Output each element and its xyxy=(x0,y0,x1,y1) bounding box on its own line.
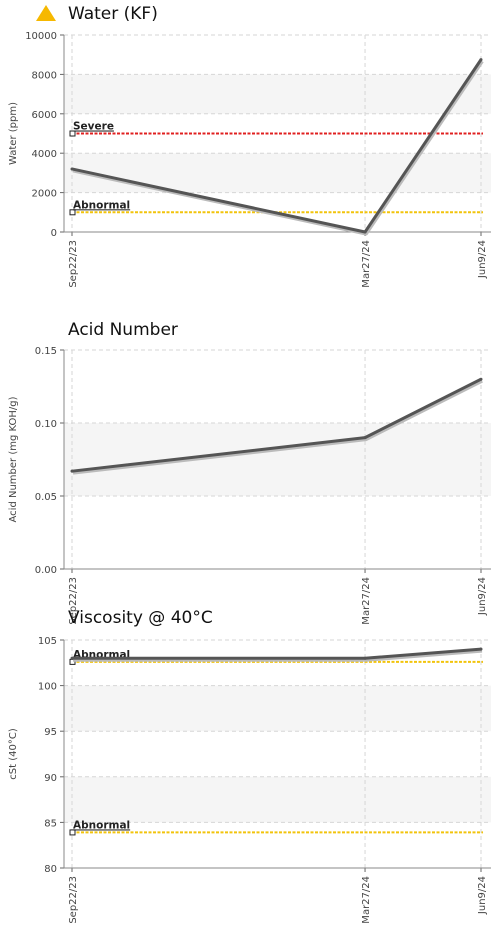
water-y-tick-label: 2000 xyxy=(32,189,57,200)
viscosity-x-tick-label: Sep22/23 xyxy=(68,876,79,924)
acid-number-y-tick-label: 0.10 xyxy=(35,419,57,430)
water-y-tick-label: 6000 xyxy=(32,110,57,121)
water-y-tick-label: 4000 xyxy=(32,149,57,160)
water-y-tick-label: 10000 xyxy=(25,31,57,42)
water-chart-title: Water (KF) xyxy=(68,4,158,24)
viscosity-chart-panel: Viscosity @ 40°C 80 85 90 95 100 105 Sep22/23 M… xyxy=(0,606,495,929)
viscosity-grid-band xyxy=(64,776,491,823)
acid-number-y-tick-label: 0.05 xyxy=(35,492,57,503)
acid-number-chart-title: Acid Number xyxy=(68,320,178,340)
water-threshold-marker xyxy=(69,130,76,137)
water-y-tick-label: 8000 xyxy=(32,70,57,81)
acid-number-data-point xyxy=(479,377,483,381)
water-data-point xyxy=(70,167,74,171)
acid-number-y-tick-label: 0.00 xyxy=(35,565,57,576)
viscosity-y-tick-label: 80 xyxy=(44,864,57,875)
acid-number-y-axis-label: Acid Number (mg KOH/g) xyxy=(8,396,19,522)
acid-number-x-tick-label: Mar27/24 xyxy=(361,577,372,625)
viscosity-y-tick-label: 100 xyxy=(38,682,57,693)
viscosity-grid-band xyxy=(64,685,491,732)
viscosity-threshold-marker xyxy=(69,829,76,836)
viscosity-x-tick-label: Jun9/24 xyxy=(477,876,488,915)
acid-number-x-tick-label: Sep22/23 xyxy=(68,577,79,625)
water-grid-band xyxy=(64,74,491,114)
viscosity-y-tick-label: 105 xyxy=(38,636,57,647)
viscosity-data-point xyxy=(479,647,483,651)
viscosity-threshold-abnormal-label: Abnormal xyxy=(73,819,130,831)
water-y-axis-label: Water (ppm) xyxy=(8,102,19,165)
water-threshold-abnormal-label: Abnormal xyxy=(73,199,130,211)
viscosity-data-point xyxy=(70,656,74,660)
acid-number-chart-panel: Acid Number 0.00 0.05 0.10 0.15 Sep22/23 Mar2… xyxy=(0,318,495,625)
acid-number-data-point xyxy=(70,469,74,473)
water-x-tick-label: Jun9/24 xyxy=(477,240,488,279)
water-chart-panel: Water (KF) 0 2000 4000 6000 8000 10000 Sep22/2… xyxy=(0,0,495,295)
viscosity-x-tick-label: Mar27/24 xyxy=(361,876,372,924)
water-chart: 0 2000 4000 6000 8000 10000 Sep22/23 Mar27/24 Ju… xyxy=(8,31,491,288)
acid-number-x-tick-label: Jun9/24 xyxy=(477,577,488,616)
viscosity-y-tick-label: 85 xyxy=(44,818,57,829)
viscosity-y-tick-label: 95 xyxy=(44,727,57,738)
viscosity-data-point xyxy=(363,656,367,660)
acid-number-y-tick-label: 0.15 xyxy=(35,346,57,357)
water-y-tick-label: 0 xyxy=(51,228,57,239)
water-grid-band xyxy=(64,153,491,193)
acid-number-series-shadow xyxy=(72,378,483,475)
viscosity-chart-title: Viscosity @ 40°C xyxy=(68,608,213,628)
viscosity-y-axis-label: cSt (40°C) xyxy=(8,728,19,780)
acid-number-grid-band xyxy=(64,423,491,496)
warning-triangle-icon xyxy=(36,5,56,21)
acid-number-data-point xyxy=(363,436,367,440)
viscosity-y-tick-label: 90 xyxy=(44,773,57,784)
viscosity-chart: 80 85 90 95 100 105 Sep22/23 Mar27/24 Jun9/24 cSt… xyxy=(8,636,491,924)
water-data-point xyxy=(479,58,483,62)
water-threshold-marker xyxy=(69,209,76,216)
water-data-point xyxy=(363,230,367,234)
water-x-tick-label: Sep22/23 xyxy=(68,240,79,288)
water-threshold-severe-label: Severe xyxy=(73,121,114,133)
water-x-tick-label: Mar27/24 xyxy=(361,240,372,288)
acid-number-chart: 0.00 0.05 0.10 0.15 Sep22/23 Mar27/24 Jun9/24 A… xyxy=(8,346,491,625)
